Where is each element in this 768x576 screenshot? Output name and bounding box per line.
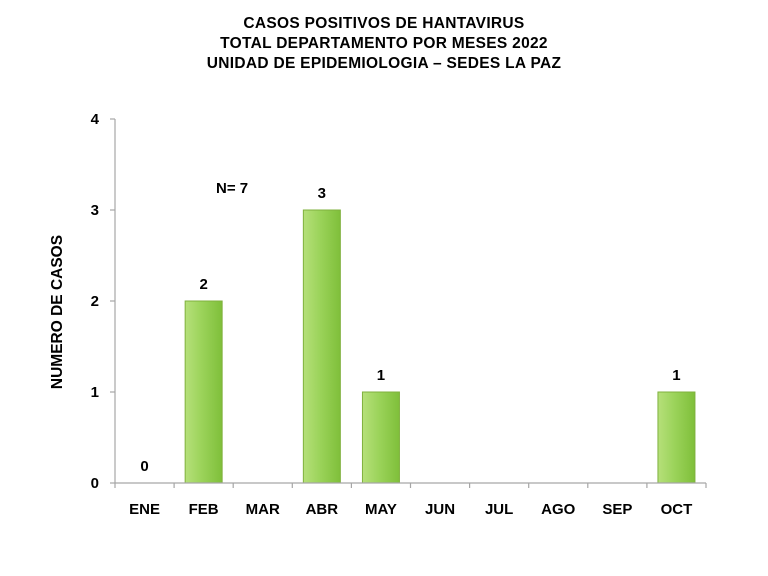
bar-oct [657,391,696,484]
x-tick-label-mar: MAR [246,501,280,518]
x-tick-label-jul: JUL [485,501,513,518]
bar-feb [184,300,223,484]
data-label-feb: 2 [199,276,207,293]
y-tick-label: 1 [91,384,99,401]
data-label-oct: 1 [672,367,680,384]
title-line-2: TOTAL DEPARTAMENTO POR MESES 2022 [220,35,548,52]
x-tick-label-oct: OCT [661,501,693,518]
chart-title: CASOS POSITIVOS DE HANTAVIRUS TOTAL DEPA… [0,14,768,74]
x-tick-label-may: MAY [365,501,397,518]
title-line-3: UNIDAD DE EPIDEMIOLOGIA – SEDES LA PAZ [206,55,562,72]
bar-abr [302,209,341,484]
x-tick-label-sep: SEP [602,501,632,518]
x-tick-label-ene: ENE [129,501,160,518]
y-tick-label: 0 [91,475,99,492]
x-tick-label-feb: FEB [189,501,219,518]
bars-layer [184,209,696,484]
y-axis-title: NUMERO DE CASOS [49,235,66,389]
x-tick-label-jun: JUN [425,501,455,518]
x-tick-label-ago: AGO [541,501,576,518]
data-label-abr: 3 [318,185,326,202]
y-tick-label: 3 [91,202,99,219]
bar-may [361,391,400,484]
data-label-may: 1 [377,367,385,384]
x-tick-label-abr: ABR [306,501,339,518]
y-tick-label: 2 [91,293,99,310]
labels-layer: 0 1 2 3 4 ENE FEB MAR ABR MAY JUN JUL AGO SEP OCT 0 2 3 1 1 [91,111,693,518]
axes-layer [110,118,707,488]
y-tick-label: 4 [91,111,100,128]
data-label-ene: 0 [140,458,148,475]
total-annotation: N= 7 [216,180,248,197]
title-line-1: CASOS POSITIVOS DE HANTAVIRUS [243,15,525,32]
